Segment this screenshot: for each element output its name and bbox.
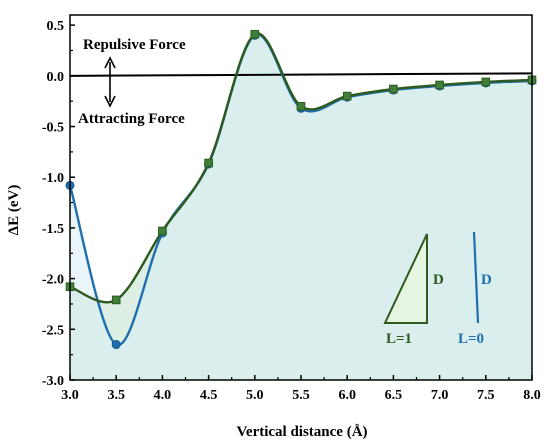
x-tick-label: 4.5: [200, 388, 218, 403]
inset-right-label: L=0: [458, 331, 484, 347]
inset-left-label: L=1: [386, 331, 412, 347]
data-point-L=1: [342, 91, 352, 101]
data-point-L=1: [389, 84, 398, 94]
y-tick-label: -2.0: [42, 273, 64, 288]
data-point-L=1: [435, 80, 444, 90]
data-point-L=1: [250, 29, 260, 39]
data-point-L=1: [204, 158, 213, 168]
x-tick-label: 6.5: [385, 388, 403, 403]
x-tick-label: 3.5: [107, 388, 125, 403]
x-axis-ticks: 3.0 3.5 4.0 4.5 5.0 5.5 6.0 6.5 7.0 7.5 8.0: [61, 375, 541, 403]
inset-schematic: D L=1 D L=0: [383, 231, 492, 347]
x-tick-label: 7.0: [431, 388, 449, 403]
y-tick-label: -2.5: [42, 323, 64, 338]
x-tick-label: 7.5: [477, 388, 495, 403]
y-tick-label: -0.5: [42, 121, 64, 136]
force-arrow: [104, 56, 116, 108]
y-tick-label: 0.0: [47, 70, 65, 85]
data-point-L=1: [158, 226, 167, 236]
x-tick-label: 3.0: [61, 388, 79, 403]
data-point-L=1: [111, 295, 121, 305]
y-tick-label: -1.5: [42, 222, 64, 237]
data-point-L=1: [296, 101, 306, 111]
area-fill-L=0: [70, 34, 532, 381]
x-tick-label: 5.0: [246, 388, 264, 403]
y-axis-title: ΔE (eV): [6, 185, 22, 236]
inset-left-side-label: D: [433, 272, 444, 288]
inset-right-side-label: D: [481, 272, 492, 288]
x-tick-label: 8.0: [523, 388, 541, 403]
x-tick-label: 4.0: [154, 388, 172, 403]
x-axis-title: Vertical distance (Å): [236, 424, 367, 440]
inset-triangle: [383, 233, 428, 324]
y-tick-label: -1.0: [42, 171, 64, 186]
attracting-force-label: Attracting Force: [78, 111, 185, 127]
inset-vertical-line: [472, 231, 480, 324]
x-tick-label: 6.0: [338, 388, 356, 403]
x-tick-label: 5.5: [292, 388, 310, 403]
data-point-L=0: [111, 340, 121, 350]
y-tick-label: -3.0: [42, 374, 64, 389]
y-tick-label: 0.5: [47, 19, 65, 34]
zero-reference-line: [69, 72, 533, 77]
repulsive-force-label: Repulsive Force: [83, 37, 186, 53]
y-axis-ticks: 0.5 0.0 -0.5 -1.0 -1.5 -2.0 -2.5 -3.0: [42, 19, 75, 389]
data-point-L=1: [481, 77, 491, 87]
